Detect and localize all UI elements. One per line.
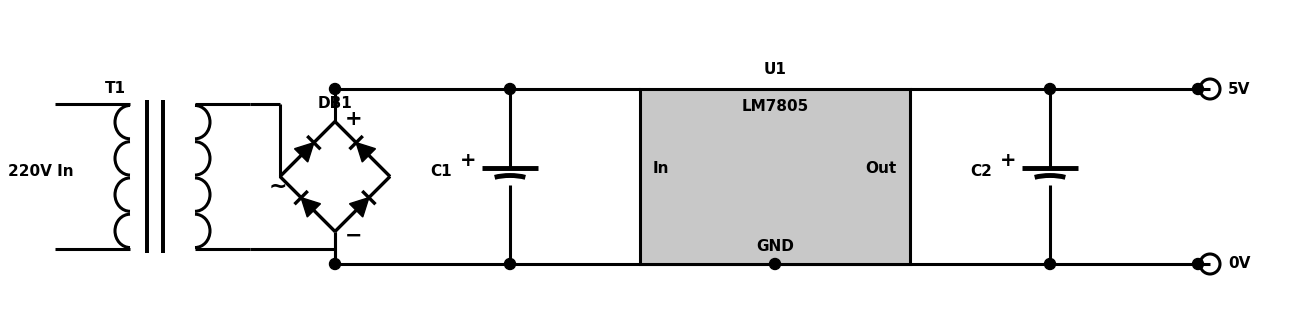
Circle shape xyxy=(769,259,780,270)
Polygon shape xyxy=(294,143,314,162)
Polygon shape xyxy=(301,198,320,217)
Text: LM7805: LM7805 xyxy=(742,99,809,114)
Polygon shape xyxy=(356,143,376,162)
Text: In: In xyxy=(653,161,670,176)
Circle shape xyxy=(504,84,516,95)
Text: +: + xyxy=(999,151,1016,170)
Text: DB1: DB1 xyxy=(318,97,352,111)
Text: ~: ~ xyxy=(269,177,288,196)
Polygon shape xyxy=(349,198,369,217)
Text: −: − xyxy=(345,226,362,246)
Text: 0V: 0V xyxy=(1228,257,1250,272)
Text: +: + xyxy=(345,110,362,130)
Circle shape xyxy=(1192,259,1204,270)
Circle shape xyxy=(330,84,340,95)
Circle shape xyxy=(1045,259,1056,270)
Text: 5V: 5V xyxy=(1228,82,1250,97)
Circle shape xyxy=(1192,84,1204,95)
Text: C1: C1 xyxy=(431,164,452,179)
Circle shape xyxy=(1045,84,1056,95)
Bar xyxy=(639,89,910,264)
Text: 220V In: 220V In xyxy=(8,164,74,179)
Text: Out: Out xyxy=(865,161,897,176)
Text: T1: T1 xyxy=(105,81,126,96)
Text: GND: GND xyxy=(756,239,794,254)
Circle shape xyxy=(330,259,340,270)
Text: C2: C2 xyxy=(970,164,993,179)
Text: +: + xyxy=(460,151,477,170)
Text: U1: U1 xyxy=(764,62,786,77)
Circle shape xyxy=(504,259,516,270)
